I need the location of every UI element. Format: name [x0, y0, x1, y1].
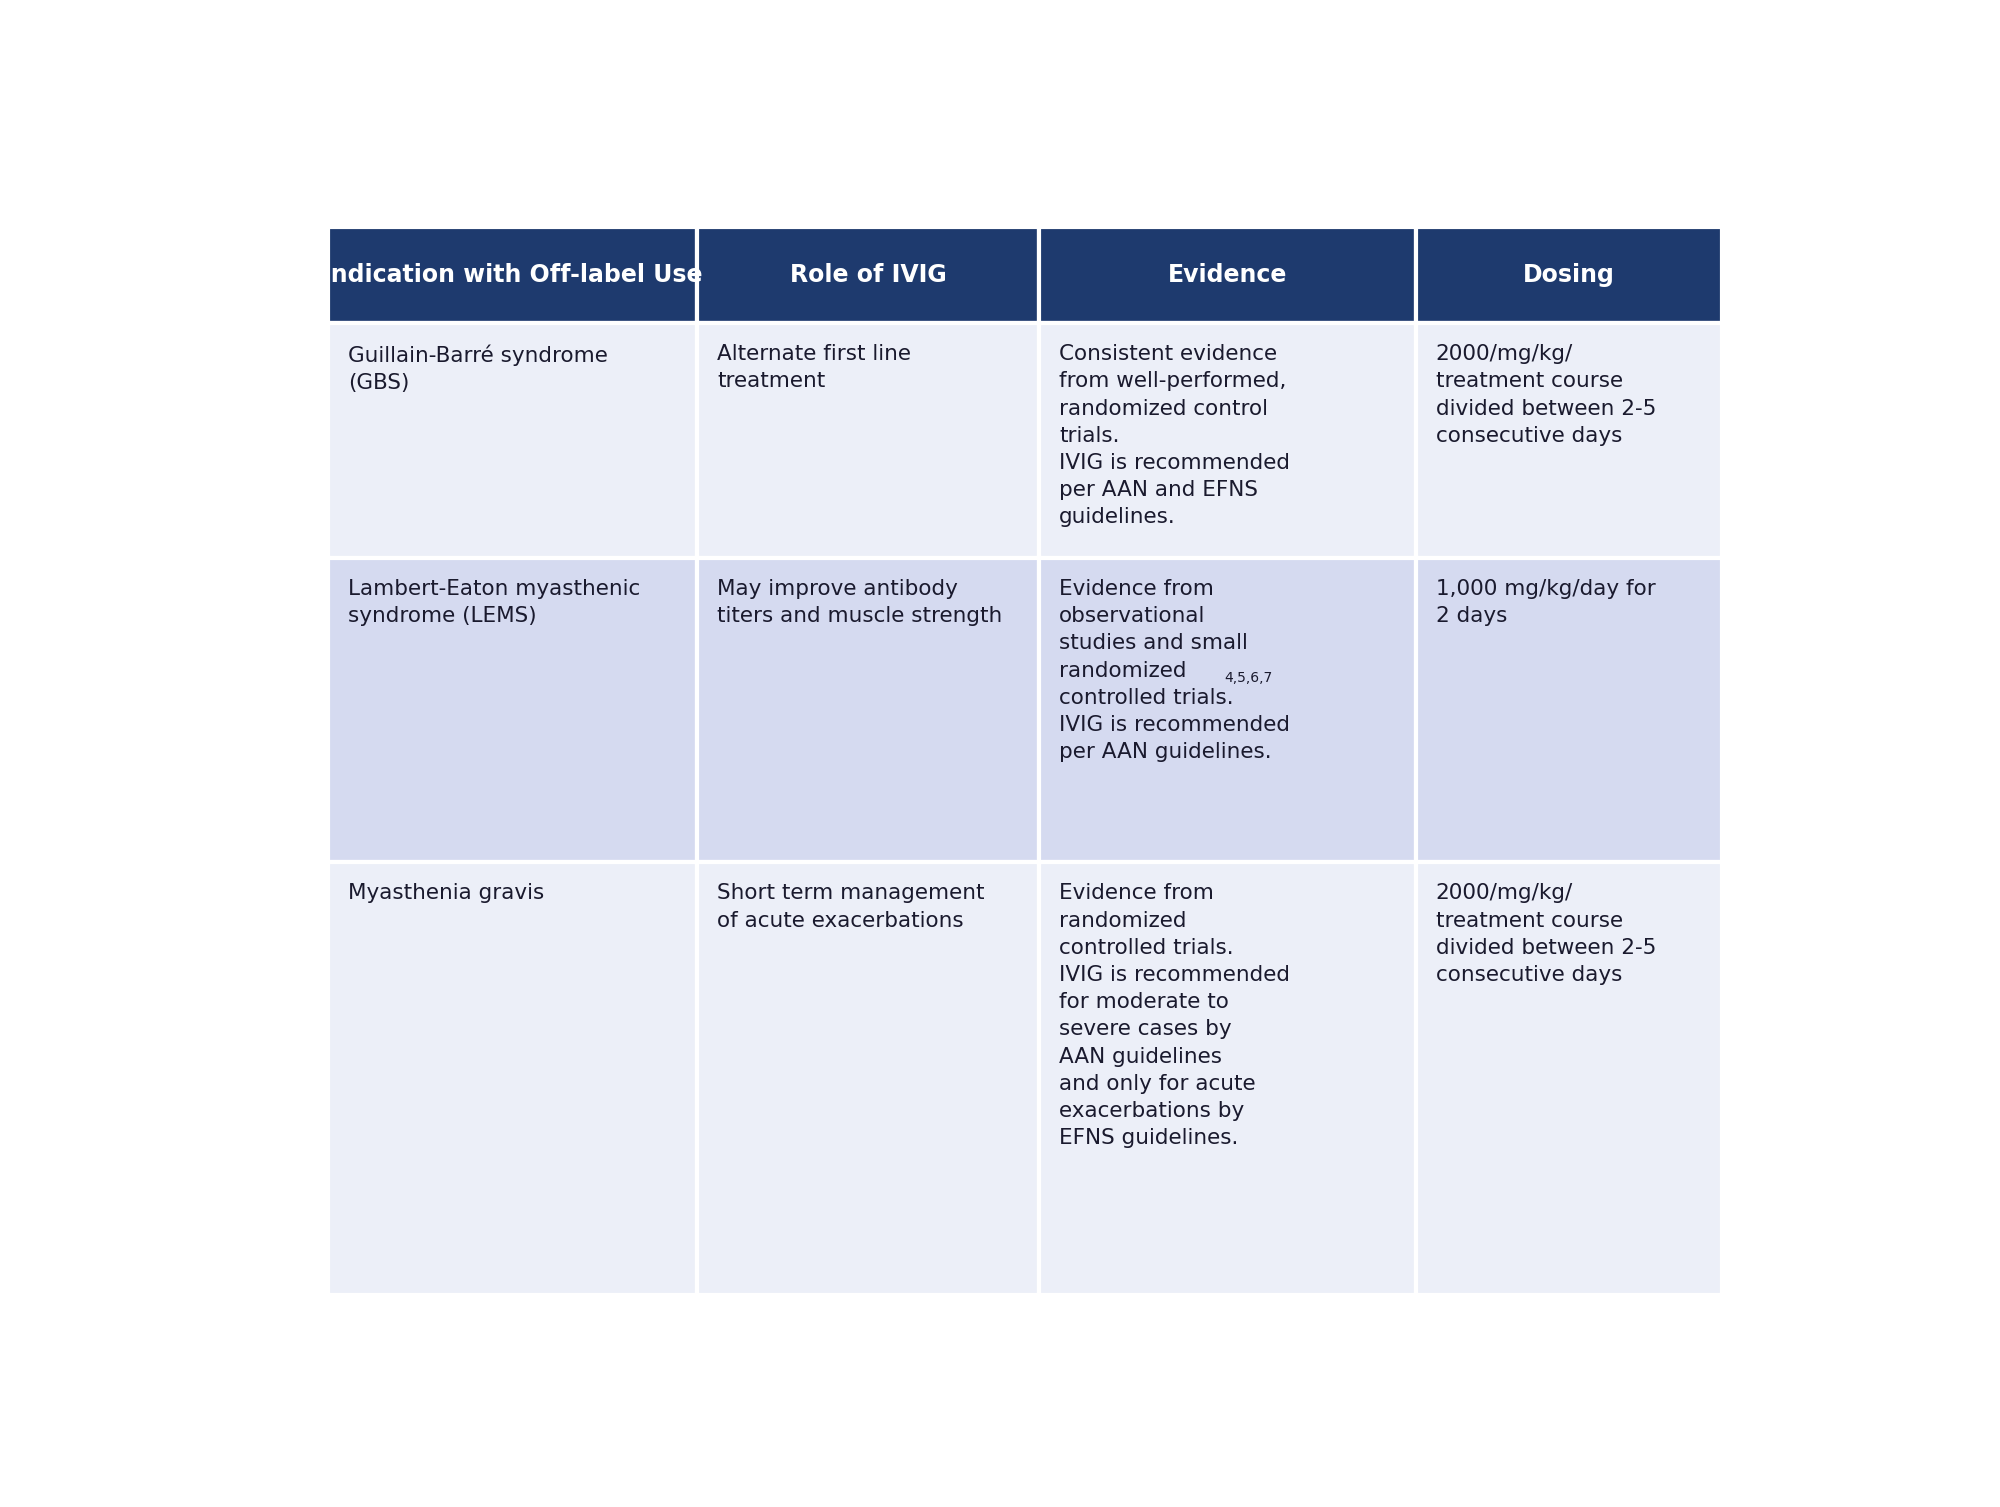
Bar: [1038, 324, 1416, 558]
Text: 1,000 mg/kg/day for
2 days: 1,000 mg/kg/day for 2 days: [1436, 579, 1656, 627]
Bar: [1038, 862, 1416, 1295]
Bar: [328, 862, 698, 1295]
Text: Role of IVIG: Role of IVIG: [790, 264, 946, 288]
Bar: [1416, 862, 1722, 1295]
Text: Myasthenia gravis: Myasthenia gravis: [348, 883, 544, 903]
Bar: [1038, 558, 1416, 862]
Bar: [328, 558, 698, 862]
Bar: [698, 862, 1038, 1295]
Bar: [328, 324, 698, 558]
Text: Short term management
of acute exacerbations: Short term management of acute exacerbat…: [718, 883, 984, 930]
Text: 2000/mg/kg/
treatment course
divided between 2-5
consecutive days: 2000/mg/kg/ treatment course divided bet…: [1436, 883, 1656, 986]
Text: 2000/mg/kg/
treatment course
divided between 2-5
consecutive days: 2000/mg/kg/ treatment course divided bet…: [1436, 344, 1656, 446]
Bar: [698, 228, 1038, 324]
Text: May improve antibody
titers and muscle strength: May improve antibody titers and muscle s…: [718, 579, 1002, 627]
Bar: [1038, 228, 1416, 324]
Text: Guillain-Barré syndrome
(GBS): Guillain-Barré syndrome (GBS): [348, 344, 608, 393]
Bar: [328, 228, 698, 324]
Text: Indication with Off-label Use: Indication with Off-label Use: [322, 264, 702, 288]
Bar: [1416, 324, 1722, 558]
Bar: [1416, 228, 1722, 324]
Bar: [698, 558, 1038, 862]
Text: Evidence from
randomized
controlled trials.
IVIG is recommended
for moderate to
: Evidence from randomized controlled tria…: [1060, 883, 1290, 1148]
Text: Dosing: Dosing: [1524, 264, 1614, 288]
Text: 4,5,6,7: 4,5,6,7: [1224, 671, 1272, 686]
Bar: [698, 324, 1038, 558]
Bar: [1416, 558, 1722, 862]
Text: Consistent evidence
from well-performed,
randomized control
trials.
IVIG is reco: Consistent evidence from well-performed,…: [1060, 344, 1290, 527]
Text: Evidence from
observational
studies and small
randomized
controlled trials.
IVIG: Evidence from observational studies and …: [1060, 579, 1290, 763]
Text: Evidence: Evidence: [1168, 264, 1286, 288]
Text: Alternate first line
treatment: Alternate first line treatment: [718, 344, 912, 392]
Text: Lambert-Eaton myasthenic
syndrome (LEMS): Lambert-Eaton myasthenic syndrome (LEMS): [348, 579, 640, 627]
